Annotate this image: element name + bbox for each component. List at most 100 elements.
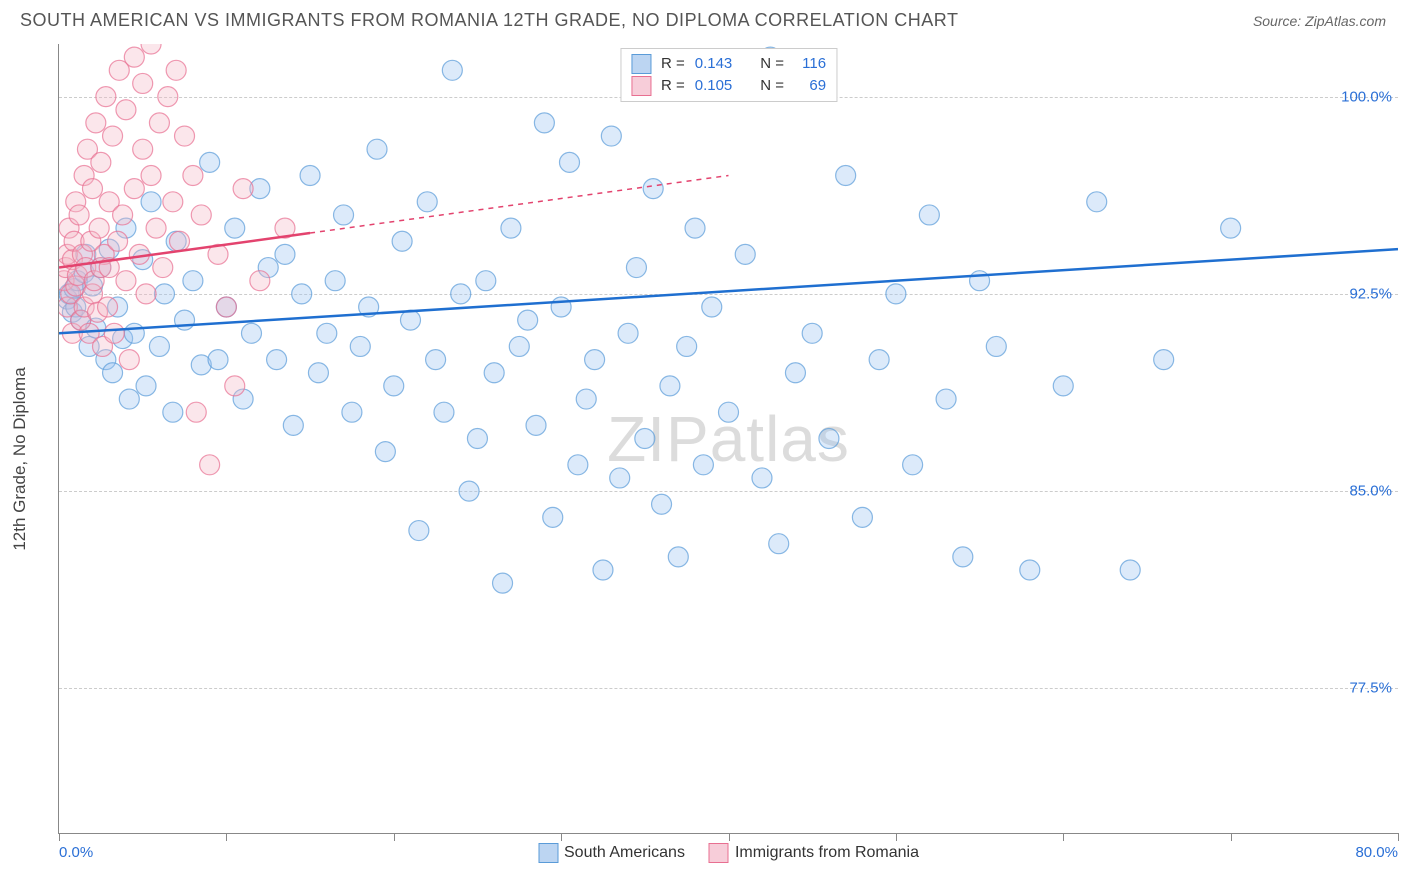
scatter-point	[116, 100, 136, 120]
scatter-point	[119, 350, 139, 370]
legend-series: South AmericansImmigrants from Romania	[538, 843, 919, 863]
scatter-point	[819, 429, 839, 449]
scatter-point	[136, 284, 156, 304]
legend-swatch	[631, 76, 651, 96]
chart-title: SOUTH AMERICAN VS IMMIGRANTS FROM ROMANI…	[20, 10, 958, 31]
scatter-point	[292, 284, 312, 304]
plot-region: ZIPatlas R = 0.143 N = 116 R = 0.105 N =…	[58, 44, 1398, 834]
scatter-point	[69, 205, 89, 225]
scatter-point	[149, 113, 169, 133]
scatter-point	[208, 350, 228, 370]
scatter-point	[267, 350, 287, 370]
scatter-point	[493, 573, 513, 593]
scatter-point	[601, 126, 621, 146]
legend-n-value: 69	[794, 75, 826, 97]
scatter-point	[141, 166, 161, 186]
scatter-point	[89, 218, 109, 238]
scatter-point	[852, 507, 872, 527]
scatter-point	[568, 455, 588, 475]
legend-correlation-row: R = 0.105 N = 69	[631, 75, 826, 97]
scatter-point	[802, 323, 822, 343]
scatter-point	[116, 271, 136, 291]
scatter-point	[635, 429, 655, 449]
chart-area: 12th Grade, No Diploma ZIPatlas R = 0.14…	[30, 44, 1398, 874]
scatter-point	[903, 455, 923, 475]
scatter-point	[518, 310, 538, 330]
scatter-point	[426, 350, 446, 370]
scatter-point	[98, 297, 118, 317]
scatter-point	[869, 350, 889, 370]
legend-r-label: R =	[661, 53, 685, 75]
scatter-point	[769, 534, 789, 554]
source-label: Source:	[1253, 13, 1305, 29]
scatter-point	[476, 271, 496, 291]
scatter-point	[702, 297, 722, 317]
scatter-point	[970, 271, 990, 291]
scatter-point	[467, 429, 487, 449]
scatter-point	[283, 415, 303, 435]
scatter-point	[459, 481, 479, 501]
scatter-point	[660, 376, 680, 396]
scatter-point	[986, 336, 1006, 356]
x-tick	[59, 833, 60, 841]
scatter-point	[275, 244, 295, 264]
legend-r-label: R =	[661, 75, 685, 97]
scatter-point	[183, 271, 203, 291]
scatter-point	[400, 310, 420, 330]
scatter-point	[585, 350, 605, 370]
scatter-point	[233, 179, 253, 199]
legend-series-item: South Americans	[538, 843, 685, 863]
chart-header: SOUTH AMERICAN VS IMMIGRANTS FROM ROMANI…	[0, 0, 1406, 37]
scatter-point	[163, 192, 183, 212]
scatter-point	[82, 179, 102, 199]
scatter-point	[501, 218, 521, 238]
legend-series-label: South Americans	[564, 844, 685, 861]
legend-swatch	[709, 843, 729, 863]
x-tick	[1231, 833, 1232, 841]
legend-correlation-row: R = 0.143 N = 116	[631, 53, 826, 75]
scatter-point	[593, 560, 613, 580]
scatter-point	[668, 547, 688, 567]
scatter-point	[526, 415, 546, 435]
legend-swatch	[631, 54, 651, 74]
x-tick-label: 80.0%	[1355, 844, 1398, 861]
scatter-point	[836, 166, 856, 186]
scatter-point	[384, 376, 404, 396]
scatter-point	[1120, 560, 1140, 580]
x-tick	[394, 833, 395, 841]
scatter-svg-layer	[59, 44, 1398, 833]
scatter-point	[200, 152, 220, 172]
y-axis-label: 12th Grade, No Diploma	[10, 367, 30, 550]
scatter-point	[103, 126, 123, 146]
scatter-point	[96, 87, 116, 107]
scatter-point	[1087, 192, 1107, 212]
scatter-point	[484, 363, 504, 383]
x-tick-label: 0.0%	[59, 844, 93, 861]
scatter-point	[392, 231, 412, 251]
legend-r-value: 0.105	[695, 75, 733, 97]
scatter-point	[166, 60, 186, 80]
x-tick	[1063, 833, 1064, 841]
scatter-point	[133, 73, 153, 93]
legend-correlation-box: R = 0.143 N = 116 R = 0.105 N = 69	[620, 48, 837, 102]
scatter-point	[367, 139, 387, 159]
legend-n-label: N =	[760, 53, 784, 75]
scatter-point	[250, 271, 270, 291]
scatter-point	[170, 231, 190, 251]
scatter-point	[175, 310, 195, 330]
scatter-point	[175, 126, 195, 146]
scatter-point	[334, 205, 354, 225]
scatter-point	[442, 60, 462, 80]
scatter-point	[146, 218, 166, 238]
scatter-point	[225, 376, 245, 396]
scatter-point	[1020, 560, 1040, 580]
scatter-point	[785, 363, 805, 383]
scatter-point	[1154, 350, 1174, 370]
scatter-point	[685, 218, 705, 238]
scatter-point	[91, 152, 111, 172]
scatter-point	[559, 152, 579, 172]
scatter-point	[163, 402, 183, 422]
scatter-point	[886, 284, 906, 304]
scatter-point	[225, 218, 245, 238]
scatter-point	[1053, 376, 1073, 396]
